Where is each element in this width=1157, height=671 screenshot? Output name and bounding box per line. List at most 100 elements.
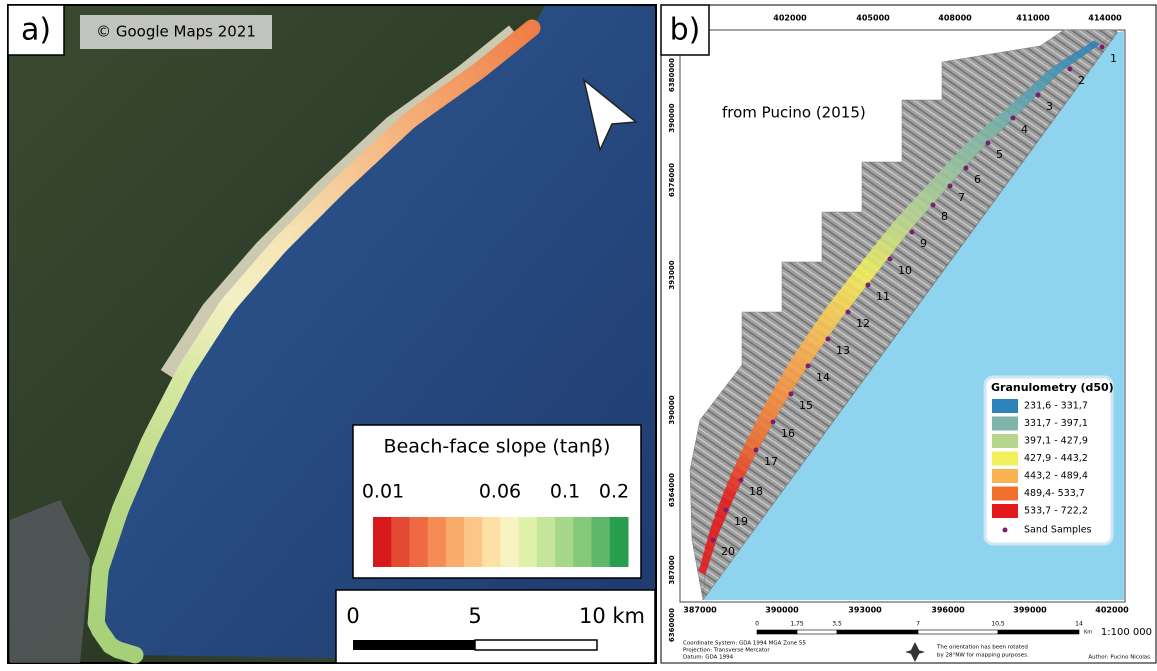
source-note: from Pucino (2015) [722,104,866,122]
colorbar-cell [555,517,574,567]
scale-segment [796,629,838,635]
sample-label: 7 [958,191,965,204]
coord-label: 405000 [856,14,890,23]
granulometry-zone [865,248,889,267]
scale-box [335,589,656,664]
granulometry-zone [1084,40,1100,51]
sample-label: 2 [1078,74,1085,87]
compass [905,642,925,662]
colorbar-tick-label: 0.1 [550,481,580,503]
colorbar-cell [482,517,501,567]
sample-point [1035,92,1041,98]
north-arrow [582,78,638,153]
sample-point [723,507,729,513]
granulometry-zone [924,180,946,198]
granulometry-zone [947,155,968,173]
sample-label: 8 [941,210,948,223]
granulometry-zone [730,464,747,482]
legend-swatch [992,504,1018,518]
sample-label: 1 [1110,52,1117,65]
sample-point [865,282,871,288]
sample-label: 16 [781,427,795,440]
granulometry-zone [979,124,1000,140]
granulometry-zone [901,205,924,223]
granulometry-zone [1075,46,1091,57]
granulometry-zone [845,274,868,293]
sample-point [887,256,893,262]
colorbar-cell [609,517,629,567]
sample-point [788,391,794,397]
colorbar-tick-label: 0.2 [599,481,629,503]
sample-point [805,363,811,369]
sample-point [963,165,969,171]
granulometry-zone [1004,102,1024,117]
granulometry-zone [831,292,855,311]
granulometry-zone [872,239,896,258]
colorbar-title: Beach-face slope (tanβ) [384,436,611,458]
colorbar-cell [409,517,429,567]
granulometry-zone [749,424,768,442]
granulometry-zone [722,485,737,502]
scale-segment [997,629,1080,635]
footer-text: Projection: Transverse Mercator [683,648,770,654]
scale-label: 10 km [579,604,645,628]
sample-point [947,183,953,189]
panel-label: a) [21,13,51,48]
sample-point [1010,115,1016,121]
sample-point [930,202,936,208]
coord-label: 414000 [1088,14,1122,23]
granulometry-zone [735,454,752,472]
coord-label: 402000 [773,14,807,23]
sample-label: 10 [898,264,912,277]
granulometry-zone [858,256,882,276]
granulometry-zone [1065,52,1082,64]
legend-title: Granulometry (d50) [991,381,1114,394]
legend-label: 397,1 - 427,9 [1024,436,1088,447]
legend-swatch [992,416,1018,431]
granulometry-zone [775,375,797,394]
sample-point [1067,66,1073,72]
granulometry-zone [879,230,903,249]
scale-label: 7 [916,621,920,628]
granulometry-zone [811,319,835,338]
colorbar-tick-label: 0.06 [479,481,521,503]
granulometry-zone [707,527,720,544]
credit: © Google Maps 2021 [96,23,256,41]
granulometry-zone [1013,94,1032,109]
granulometry-zone [739,444,757,462]
sample-label: 20 [721,545,735,558]
legend-label: 331,7 - 397,1 [1024,418,1088,429]
granulometry-zone [987,117,1008,132]
colorbar-cell [391,517,410,567]
coord-label: 402000 [1095,606,1129,615]
town [10,500,90,663]
scale-black [353,640,475,650]
footer-text: Coordinate System: GDA 1994 MGA Zone 55 [683,641,806,647]
sample-label: 18 [749,485,763,498]
colorbar-cell [373,517,392,567]
granulometry-zone [759,404,779,423]
coord-label: 6360000 [668,608,676,642]
sample-label: 19 [734,515,748,528]
scale-label: 3,5 [832,621,842,628]
granulometry-zone [1038,71,1055,85]
coord-label: 6364000 [668,473,676,507]
legend-label: Sand Samples [1024,525,1092,536]
granulometry-zone [744,434,763,452]
legend-swatch [992,399,1018,413]
sample-point [985,140,991,146]
footer-text: The orientation has been rotated [936,645,1028,651]
legend-label: 533,7 - 722,2 [1024,506,1088,517]
sample-point [710,537,716,543]
granulometry-zone [770,384,791,403]
colorbar-cell [427,517,447,567]
granulometry-zone [851,265,875,285]
credit-box [80,15,272,49]
granulometry-zone [701,549,712,565]
coord-label: 399000 [1013,606,1047,615]
panel-b-label-box [660,4,710,56]
coord-label: 6376000 [668,163,676,197]
granulometry-zone [764,394,785,413]
granulometry-zone [818,309,841,329]
colorbar-tick-label: 0.01 [362,481,404,503]
